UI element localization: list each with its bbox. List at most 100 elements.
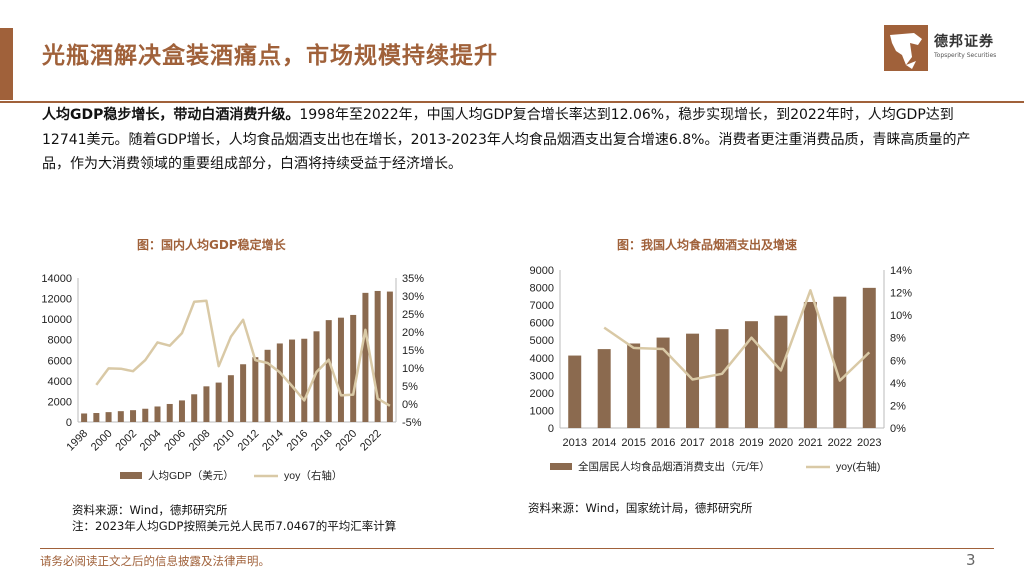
footer-divider [40,548,994,549]
chart1-x-tick-label: 2016 [285,428,311,454]
chart1-bar [178,400,185,422]
chart1-bar [203,386,210,422]
chart1-y-tick-label: 8000 [48,335,72,347]
chart1-bar [289,339,296,422]
chart2-x-tick-label: 2023 [857,437,881,449]
chart1-y2-tick-label: 15% [402,345,424,357]
chart1-y-tick-label: 10000 [41,314,72,326]
chart2-x-tick-label: 2014 [592,437,616,449]
logo-subtext: Topsperity Securities [934,52,997,59]
chart2-bar [744,321,758,428]
chart2-x-tick-label: 2021 [798,437,822,449]
chart1-bar [337,317,344,422]
chart2-y-tick-label: 9000 [530,265,554,277]
chart2-y2-tick-label: 12% [890,288,912,300]
body-paragraph: 人均GDP稳步增长，带动白酒消费升级。1998年至2022年，中国人均GDP复合… [42,103,982,177]
logo-mark-icon [884,25,928,71]
chart2-y-tick-label: 3000 [530,370,554,382]
chart1-x-tick-label: 2004 [138,428,164,454]
chart1-x-tick-label: 2006 [162,428,188,454]
chart1-x-tick-label: 1998 [64,428,90,454]
chart1-bar [215,382,222,422]
chart2-bar [833,296,847,428]
chart2-y2-tick-label: 14% [890,265,912,277]
chart2-bar [597,349,611,428]
chart1-note: 注：2023年人均GDP按照美元兑人民币7.0467的平均汇率计算 [72,519,397,533]
company-logo: 德邦证券 Topsperity Securities [884,25,1004,71]
chart2-bar [686,333,700,428]
chart1-x-tick-label: 2022 [358,428,384,454]
chart1-bar [264,349,271,422]
chart1-bar [130,410,137,422]
chart1-bar [117,411,124,422]
chart1-bar [386,291,393,422]
chart1-bar [276,343,283,422]
chart1-x-tick-label: 2000 [89,428,115,454]
chart2-y-tick-label: 8000 [530,283,554,295]
chart1-bar [374,290,381,422]
page-title: 光瓶酒解决盒装酒痛点，市场规模持续提升 [42,43,498,69]
chart1-bar [154,406,161,422]
chart1-bar [227,375,234,422]
chart2-y-tick-label: 7000 [530,300,554,312]
chart2-y2-tick-label: 10% [890,310,912,322]
chart1-legend-bar-swatch [120,472,142,479]
chart2-x-tick-label: 2018 [710,437,734,449]
chart2-food-spending: 0 1000 2000 3000 4000 5000 6000 7000 8000 9000 0% 2… [530,265,913,473]
body-text: 1998年至2022年，中国人均GDP复合增长率达到12.06%，稳步实现增长，… [42,107,971,172]
chart1-bar [93,413,100,422]
chart2-x-tick-label: 2020 [769,437,793,449]
chart1-bar [142,408,149,422]
chart1-y2-tick-label: 10% [402,363,424,375]
chart1-bar [240,364,247,422]
chart1-y2-tick-label: 35% [402,273,424,285]
chart2-bar [715,329,729,428]
chart1-bar [191,394,198,422]
chart2-legend-bar-label: 全国居民人均食品烟酒消费支出（元/年） [578,460,770,473]
chart1-bar [81,413,88,422]
chart1-x-tick-label: 2018 [309,428,335,454]
chart2-source: 资料来源：Wind，国家统计局，德邦研究所 [528,501,753,515]
body-lead: 人均GDP稳步增长，带动白酒消费升级。 [42,107,300,123]
chart2-y2-tick-label: 0% [890,423,906,435]
chart2-bar [656,337,670,428]
chart1-bar [252,357,259,422]
chart1-y-tick-label: 4000 [48,376,72,388]
chart2-x-tick-label: 2022 [828,437,852,449]
chart2-y2-tick-label: 2% [890,400,906,412]
chart1-y-tick-label: 2000 [48,396,72,408]
chart2-bar [862,287,876,428]
chart1-gdp: 0 2000 4000 6000 8000 10000 12000 14000 -5% 0% 5% 1… [41,273,424,482]
chart1-y-tick-label: 0 [66,417,72,429]
chart1-y-tick-label: 6000 [48,355,72,367]
chart2-y-tick-label: 0 [548,423,554,435]
chart1-y2-tick-label: 25% [402,309,424,321]
chart2-bar [803,301,817,428]
chart2-title: 图：我国人均食品烟酒支出及增速 [617,238,798,252]
chart1-legend-line-label: yoy（右轴） [284,469,342,482]
chart2-bar [774,315,788,428]
logo-text: 德邦证券 [934,34,994,50]
page-number: 3 [966,551,976,569]
chart2-y-tick-label: 5000 [530,335,554,347]
chart1-y2-tick-label: 5% [402,381,418,393]
chart1-y2-tick-label: 30% [402,291,424,303]
chart1-x-tick-label: 2014 [260,428,286,454]
chart1-legend-bar-label: 人均GDP（美元） [148,469,234,482]
chart1-bar [362,292,369,422]
chart1-title: 图：国内人均GDP稳定增长 [137,238,286,252]
chart2-x-tick-label: 2017 [680,437,704,449]
chart1-bar [325,320,332,422]
chart2-legend-bar-swatch [550,463,572,470]
chart1-bar [313,331,320,422]
chart1-bar [301,338,308,422]
chart2-x-tick-label: 2015 [621,437,645,449]
chart1-yoy-line [95,299,391,407]
chart1-y2-tick-label: 20% [402,327,424,339]
title-accent-bar [0,28,13,100]
chart1-y2-tick-label: 0% [402,399,418,411]
chart1-source: 资料来源：Wind，德邦研究所 [72,503,228,517]
chart1-x-tick-label: 2002 [113,428,139,454]
chart1-bar [166,403,173,422]
header-divider [0,101,1024,103]
